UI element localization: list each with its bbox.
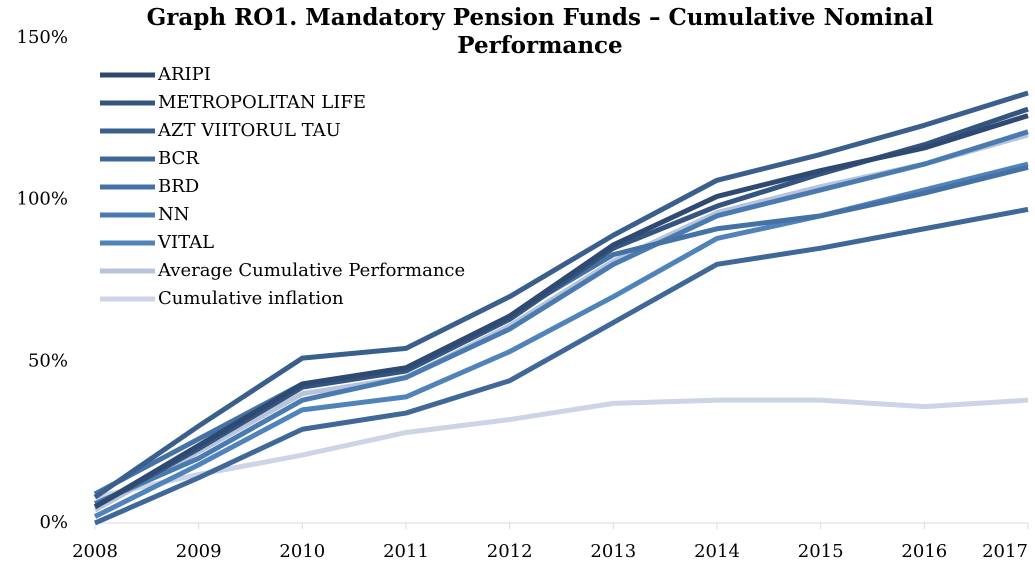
x-tick-label: 2016 <box>901 541 947 562</box>
x-tick-label: 2010 <box>279 541 325 562</box>
x-tick-label: 2017 <box>982 541 1028 562</box>
x-tick-label: 2013 <box>590 541 636 562</box>
x-tick-label: 2011 <box>383 541 429 562</box>
legend-label: BCR <box>158 148 199 169</box>
x-tick-label: 2014 <box>694 541 740 562</box>
y-tick-label: 100% <box>17 189 68 210</box>
legend-label: AZT VIITORUL TAU <box>157 120 341 141</box>
series-line <box>93 206 1029 526</box>
x-tick-label: 2015 <box>798 541 844 562</box>
series-line <box>93 161 1029 519</box>
y-tick-label: 150% <box>17 27 68 48</box>
legend-label: METROPOLITAN LIFE <box>158 92 366 113</box>
x-tick-label: 2012 <box>487 541 533 562</box>
legend-label: Average Cumulative Performance <box>157 260 465 281</box>
series-line <box>94 397 1029 500</box>
chart-title: Graph RO1. Mandatory Pension Funds – Cum… <box>146 4 934 59</box>
x-tick-label: 2008 <box>72 541 118 562</box>
legend-label: Cumulative inflation <box>158 288 344 309</box>
series-line <box>93 129 1029 506</box>
y-tick-label: 0% <box>39 512 68 533</box>
series-line <box>93 90 1029 500</box>
x-tick-label: 2009 <box>176 541 222 562</box>
legend-label: VITAL <box>157 232 214 253</box>
legend-label: NN <box>158 204 190 225</box>
legend-label: ARIPI <box>157 64 211 85</box>
series-line <box>93 113 1029 509</box>
y-tick-label: 50% <box>28 350 68 371</box>
legend-label: BRD <box>158 176 199 197</box>
